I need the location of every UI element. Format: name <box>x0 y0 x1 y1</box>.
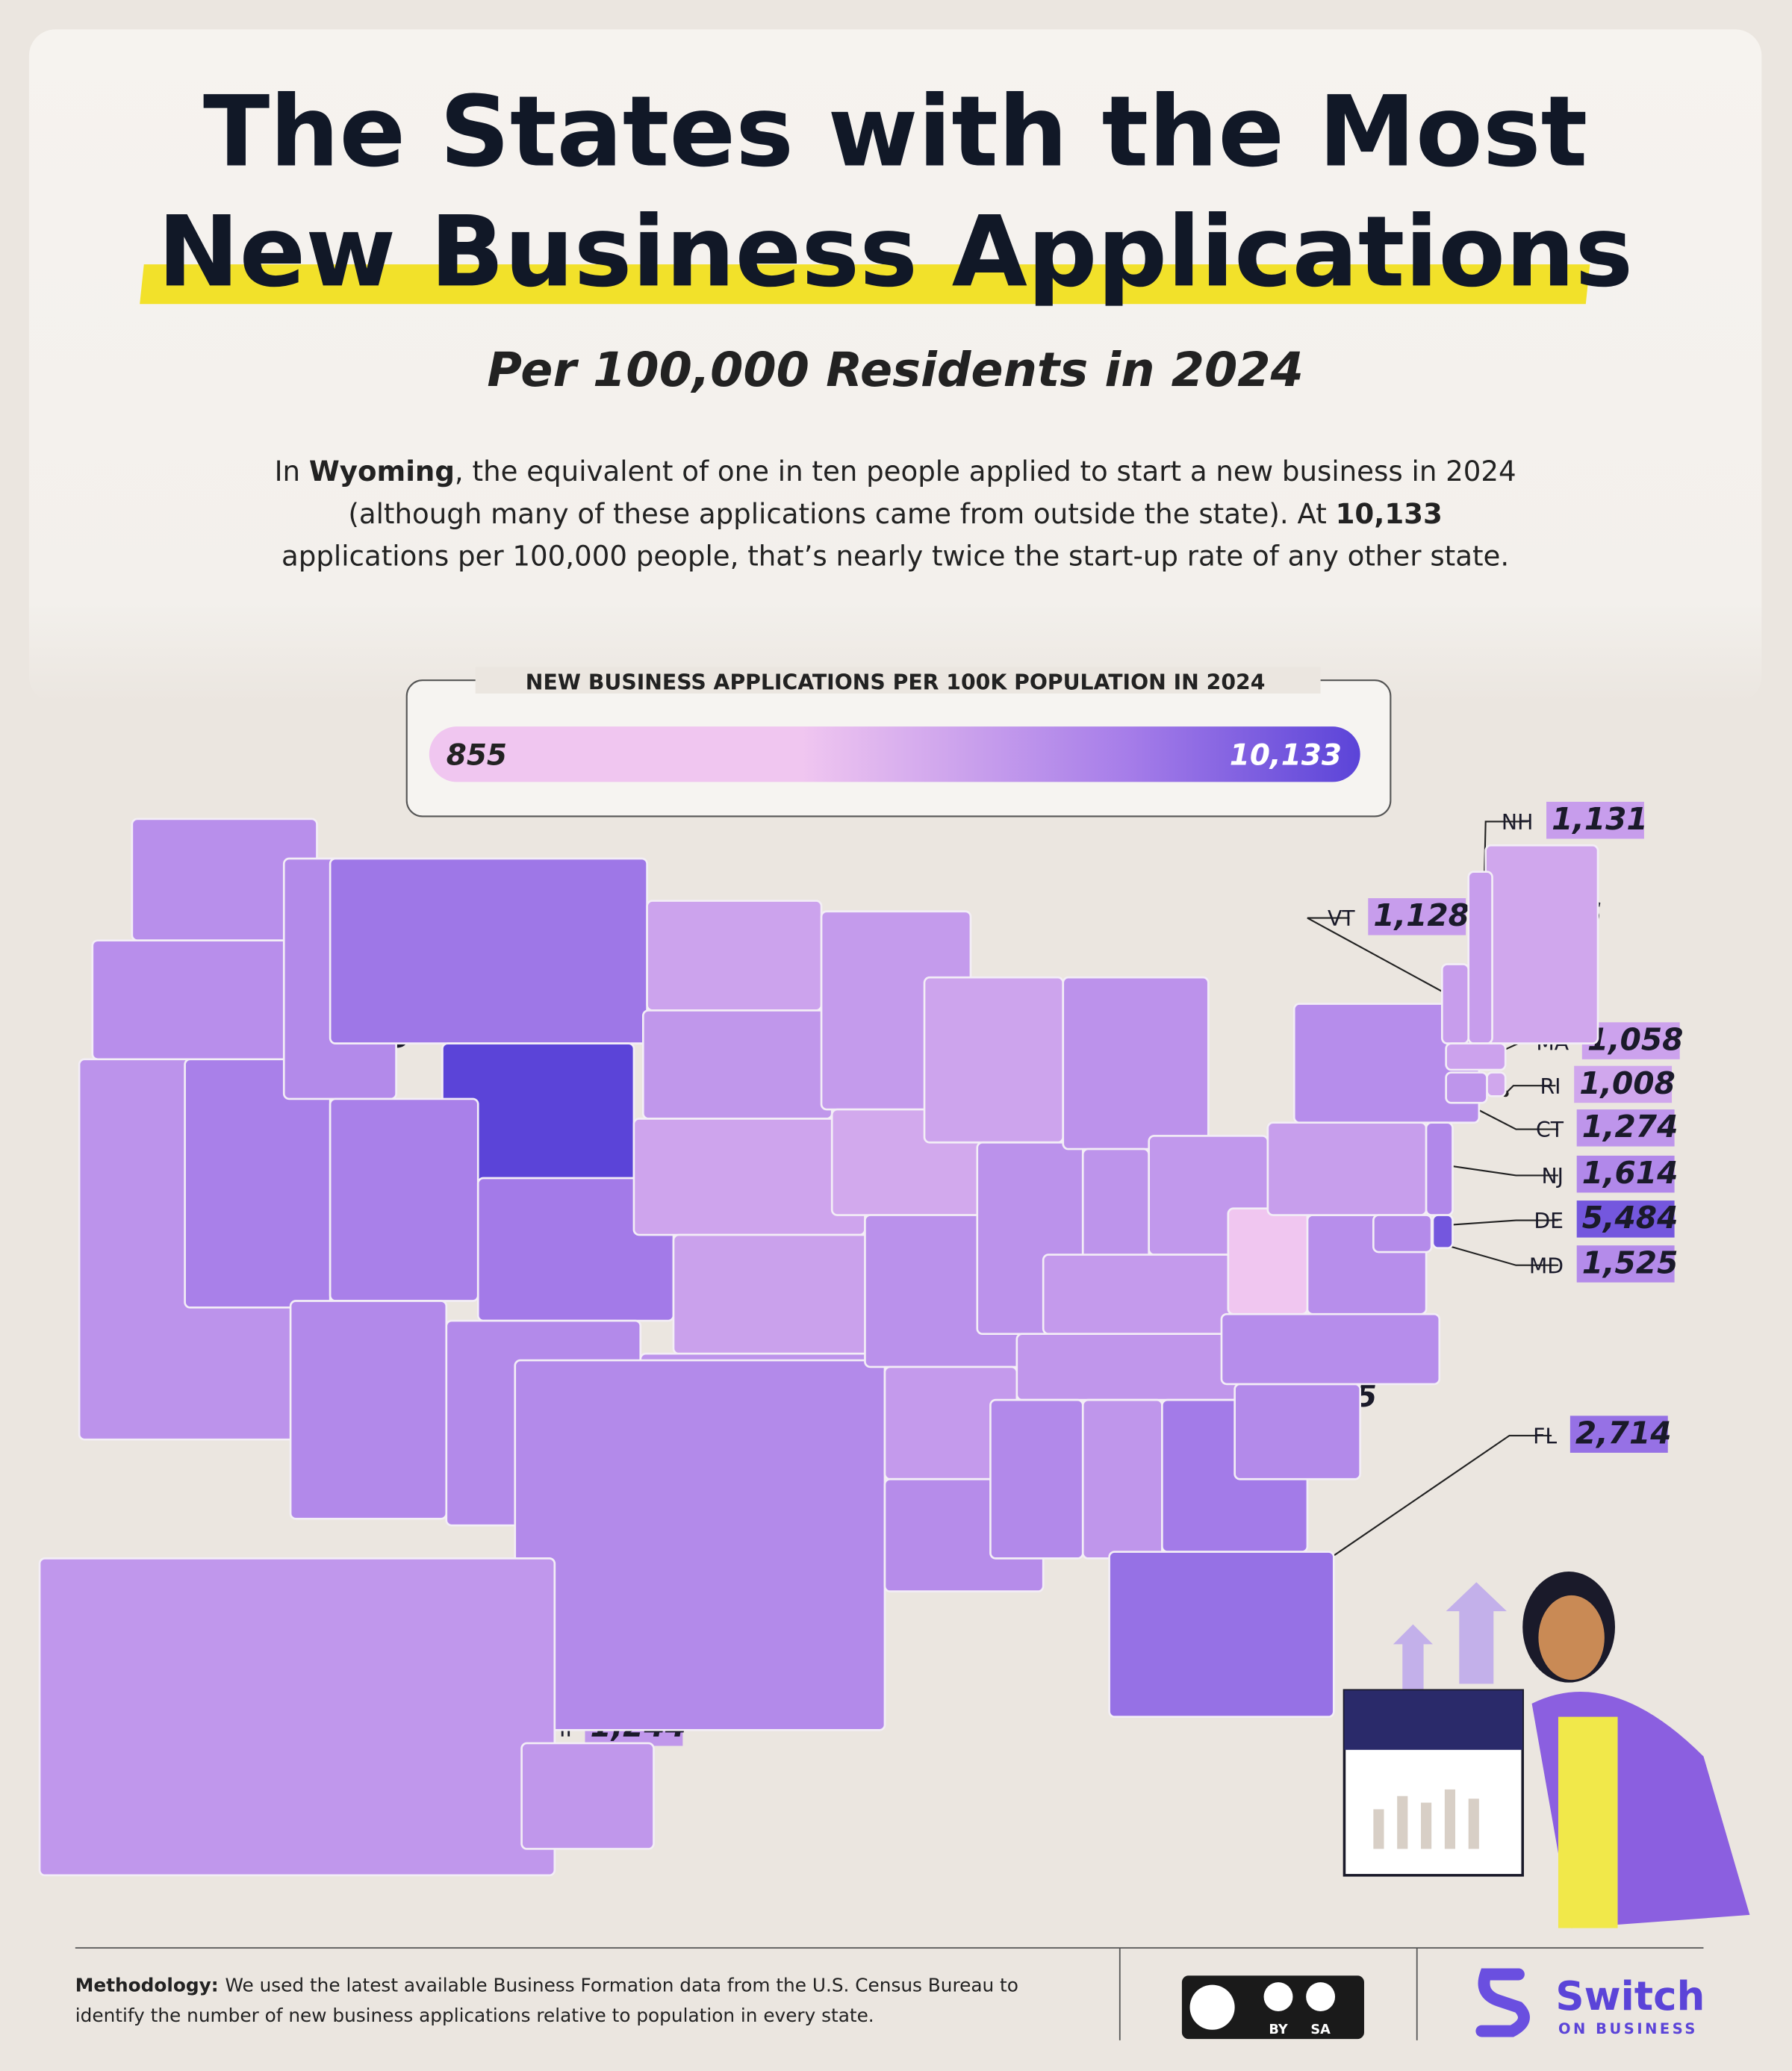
state-value: 2,714 <box>1575 1415 1672 1451</box>
cc-icon <box>1189 1984 1235 2030</box>
value-box <box>1576 1155 1675 1193</box>
state <box>672 1233 886 1355</box>
title: The States with the Most <box>203 75 1587 188</box>
state <box>1486 1071 1507 1097</box>
brand-logo <box>1475 1968 1530 2037</box>
intro-line: applications per 100,000 people, that’s … <box>281 540 1509 572</box>
methodology-text: identify the number of new business appl… <box>75 2005 874 2026</box>
by-icon <box>1263 1982 1293 2012</box>
methodology-label: Methodology: <box>75 1974 219 1996</box>
state <box>1233 1383 1361 1480</box>
leader-line <box>1439 1219 1558 1227</box>
state <box>38 1557 556 1877</box>
state <box>289 1300 448 1520</box>
state <box>923 976 1065 1144</box>
state-abbr: NJ <box>1542 1164 1564 1189</box>
state <box>1081 1398 1163 1560</box>
state <box>1227 1207 1309 1315</box>
state-abbr: RI <box>1540 1074 1561 1099</box>
state <box>1015 1333 1256 1401</box>
state <box>1445 1071 1488 1104</box>
intro: In Wyoming, the equivalent of one in ten… <box>275 455 1516 572</box>
intro-line: In Wyoming, the equivalent of one in ten… <box>275 455 1516 488</box>
state <box>1062 976 1210 1150</box>
value-box <box>1574 1065 1673 1103</box>
state <box>1266 1121 1428 1216</box>
state-abbr: NH <box>1502 810 1533 835</box>
map: 1,427WA1,431OR1,317CA1,918NV1,563ID2,370… <box>38 801 1684 1877</box>
license-by: BY <box>1269 2022 1288 2037</box>
state <box>641 1009 833 1120</box>
state <box>1431 1214 1454 1250</box>
state <box>1108 1551 1335 1718</box>
value-box <box>1576 1245 1675 1283</box>
methodology-text: We used the latest available Business Fo… <box>225 1974 1018 1996</box>
state-value: 1,525 <box>1582 1245 1679 1280</box>
value-box <box>1576 1200 1675 1238</box>
state <box>514 1359 886 1731</box>
intro-bold: Wyoming <box>309 455 455 488</box>
state <box>1425 1121 1454 1216</box>
title-highlight <box>140 264 1590 305</box>
leader-line <box>1443 1164 1558 1177</box>
intro-text: applications per 100,000 people, that’s … <box>281 540 1509 572</box>
leader-line <box>1505 1085 1556 1094</box>
state <box>632 1118 866 1236</box>
intro-line: (although many of these applications cam… <box>348 498 1442 530</box>
illustration <box>1343 1572 1750 1928</box>
state-abbr: VT <box>1328 906 1355 931</box>
intro-text: (although many of these applications cam… <box>348 498 1335 530</box>
state-abbr: MD <box>1529 1254 1564 1278</box>
state <box>1445 1042 1507 1071</box>
state-value: 1,008 <box>1579 1065 1676 1101</box>
leader-line <box>1307 917 1453 998</box>
brand-sub: ON BUSINESS <box>1558 2020 1698 2037</box>
state-value: 1,131 <box>1552 801 1648 837</box>
intro-bold: 10,133 <box>1336 498 1443 530</box>
state-value: 1,274 <box>1582 1109 1679 1144</box>
state-abbr: DE <box>1534 1209 1564 1233</box>
state <box>1440 963 1470 1044</box>
state <box>1467 871 1493 1044</box>
leader-line <box>1300 1434 1552 1579</box>
legend-max: 10,133 <box>1230 738 1342 772</box>
state <box>1372 1214 1433 1254</box>
legend-bar <box>429 726 1360 782</box>
state-value: 1,128 <box>1373 897 1469 933</box>
intro-text: , the equivalent of one in ten people ap… <box>455 455 1516 488</box>
header-panel <box>28 29 1762 703</box>
state-value: 1,058 <box>1587 1021 1684 1057</box>
subtitle: Per 100,000 Residents in 2024 <box>487 343 1304 398</box>
leader-line <box>1432 1240 1558 1266</box>
brand: Switch <box>1555 1973 1705 2019</box>
legend-min: 855 <box>447 738 507 772</box>
legend-title-bg <box>475 667 1321 694</box>
state-abbr: FL <box>1533 1424 1557 1448</box>
state <box>329 857 648 1044</box>
intro-text: In <box>275 455 309 488</box>
state <box>1484 844 1599 1044</box>
value-box <box>1546 801 1644 839</box>
state <box>329 1097 479 1302</box>
sa-icon <box>1306 1982 1336 2012</box>
license-sa: SA <box>1310 2022 1331 2037</box>
value-box <box>1569 1416 1668 1453</box>
state-value: 5,484 <box>1582 1200 1679 1236</box>
state-abbr: CT <box>1536 1118 1564 1142</box>
legend-title: NEW BUSINESS APPLICATIONS PER 100K POPUL… <box>526 670 1266 695</box>
methodology: Methodology: We used the latest available… <box>75 1974 1018 1996</box>
value-box <box>1368 898 1466 935</box>
state <box>1220 1312 1441 1386</box>
leader-line <box>1472 1106 1558 1130</box>
value-box <box>1576 1109 1675 1147</box>
state-value: 1,614 <box>1582 1155 1679 1191</box>
title: New Business Applications <box>158 195 1633 308</box>
state <box>646 900 823 1012</box>
state <box>989 1398 1084 1560</box>
state <box>520 1742 655 1850</box>
